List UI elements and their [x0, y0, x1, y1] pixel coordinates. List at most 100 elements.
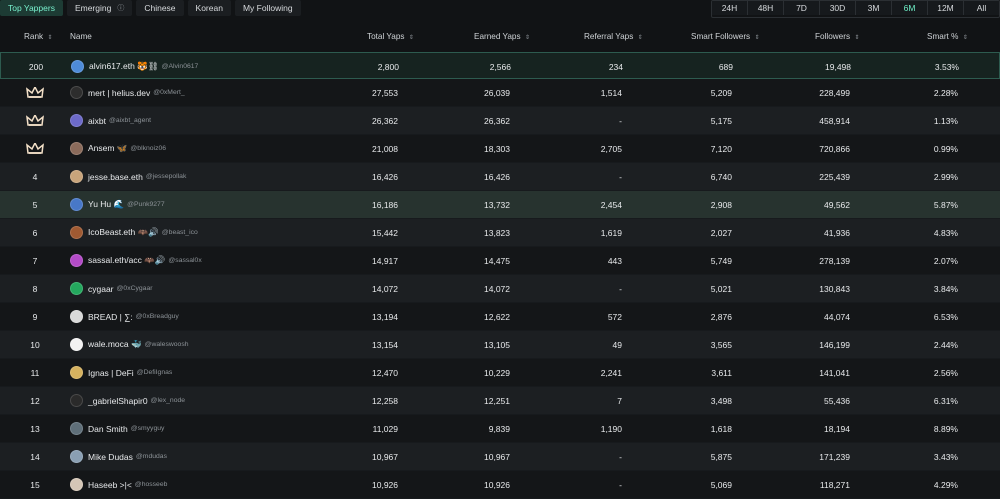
- tab-chinese[interactable]: Chinese: [136, 0, 184, 16]
- avatar[interactable]: [70, 86, 83, 99]
- period-3m[interactable]: 3M: [856, 1, 892, 15]
- display-name[interactable]: alvin617.eth 🐯⛓: [89, 61, 159, 71]
- display-name[interactable]: IcoBeast.eth 🦇🔊: [88, 227, 159, 237]
- display-name[interactable]: Ignas | DeFi: [88, 367, 134, 378]
- table-row[interactable]: 200 alvin617.eth 🐯⛓ @Alvin0617 2,800 2,566 23…: [0, 52, 1000, 79]
- display-name[interactable]: _gabrielShapir0: [88, 395, 148, 406]
- table-row[interactable]: 7 sassal.eth/acc 🦇🔊 @sassal0x 14,917 14,475 4…: [0, 247, 1000, 275]
- tab-korean[interactable]: Korean: [187, 0, 231, 16]
- tab-top-yappers[interactable]: Top Yappers: [0, 0, 63, 16]
- avatar[interactable]: [70, 254, 83, 267]
- name-cell[interactable]: alvin617.eth 🐯⛓ @Alvin0617: [71, 53, 351, 80]
- display-name[interactable]: Haseeb >|<: [88, 479, 132, 490]
- user-handle[interactable]: @beast_ico: [161, 229, 198, 236]
- table-row[interactable]: 14 Mike Dudas @mdudas 10,967 10,967 - 5,875 171…: [0, 443, 1000, 471]
- user-handle[interactable]: @blknoiz06: [130, 145, 167, 152]
- user-handle[interactable]: @0xCygaar: [116, 285, 153, 292]
- period-all[interactable]: All: [964, 1, 999, 15]
- avatar[interactable]: [70, 450, 83, 463]
- name-cell[interactable]: BREAD | ∑: @0xBreadguy: [70, 303, 350, 330]
- user-handle[interactable]: @lex_node: [150, 397, 186, 404]
- user-handle[interactable]: @Punk9277: [127, 201, 165, 208]
- avatar[interactable]: [70, 198, 83, 211]
- avatar[interactable]: [70, 226, 83, 239]
- display-name[interactable]: cygaar: [88, 283, 114, 294]
- name-cell[interactable]: aixbt @aixbt_agent: [70, 107, 350, 134]
- table-row[interactable]: 12 _gabrielShapir0 @lex_node 12,258 12,251 7 3…: [0, 387, 1000, 415]
- table-row[interactable]: 6 IcoBeast.eth 🦇🔊 @beast_ico 15,442 13,823 1,…: [0, 219, 1000, 247]
- info-icon[interactable]: ⓘ: [117, 5, 125, 12]
- user-handle[interactable]: @sassal0x: [168, 257, 202, 264]
- display-name[interactable]: Ansem 🦋: [88, 143, 128, 153]
- display-name[interactable]: jesse.base.eth: [88, 171, 143, 182]
- column-earned-yaps[interactable]: Earned Yaps ⇕: [474, 32, 530, 41]
- display-name[interactable]: sassal.eth/acc 🦇🔊: [88, 255, 166, 265]
- display-name[interactable]: BREAD | ∑:: [88, 311, 133, 322]
- name-cell[interactable]: _gabrielShapir0 @lex_node: [70, 387, 350, 414]
- avatar[interactable]: [70, 338, 83, 351]
- user-handle[interactable]: @waleswoosh: [144, 341, 189, 348]
- table-row[interactable]: 9 BREAD | ∑: @0xBreadguy 13,194 12,622 572 2,8…: [0, 303, 1000, 331]
- display-name[interactable]: Dan Smith: [88, 423, 128, 434]
- user-handle[interactable]: @0xBreadguy: [135, 313, 179, 320]
- period-7d[interactable]: 7D: [784, 1, 820, 15]
- period-6m[interactable]: 6M: [892, 1, 928, 15]
- table-row[interactable]: 13 Dan Smith @smyyguy 11,029 9,839 1,190 1,618…: [0, 415, 1000, 443]
- table-row[interactable]: aixbt @aixbt_agent 26,362 26,362 - 5,175 458,9…: [0, 107, 1000, 135]
- user-handle[interactable]: @aixbt_agent: [108, 117, 152, 124]
- avatar[interactable]: [70, 394, 83, 407]
- display-name[interactable]: Yu Hu 🌊: [88, 199, 125, 209]
- name-cell[interactable]: Mike Dudas @mdudas: [70, 443, 350, 470]
- column-smart-followers[interactable]: Smart Followers ⇕: [691, 32, 760, 41]
- column-rank[interactable]: Rank ⇕: [24, 32, 53, 41]
- name-cell[interactable]: Dan Smith @smyyguy: [70, 415, 350, 442]
- name-cell[interactable]: sassal.eth/acc 🦇🔊 @sassal0x: [70, 247, 350, 274]
- tab-my-following[interactable]: My Following: [234, 0, 301, 16]
- name-cell[interactable]: cygaar @0xCygaar: [70, 275, 350, 302]
- period-30d[interactable]: 30D: [820, 1, 856, 15]
- user-handle[interactable]: @Alvin0617: [161, 63, 199, 70]
- avatar[interactable]: [70, 310, 83, 323]
- table-row[interactable]: 11 Ignas | DeFi @DefiIgnas 12,470 10,229 2,24…: [0, 359, 1000, 387]
- name-cell[interactable]: Ignas | DeFi @DefiIgnas: [70, 359, 350, 386]
- avatar[interactable]: [70, 170, 83, 183]
- name-cell[interactable]: mert | helius.dev @0xMert_: [70, 79, 350, 106]
- display-name[interactable]: mert | helius.dev: [88, 87, 151, 98]
- period-48h[interactable]: 48H: [748, 1, 784, 15]
- column-referral-yaps[interactable]: Referral Yaps ⇕: [584, 32, 643, 41]
- user-handle[interactable]: @hosseeb: [134, 481, 168, 488]
- column-total-yaps[interactable]: Total Yaps ⇕: [367, 32, 414, 41]
- display-name[interactable]: aixbt: [88, 115, 106, 126]
- name-cell[interactable]: Haseeb >|< @hosseeb: [70, 471, 350, 498]
- tab-emerging[interactable]: Emerging ⓘ: [66, 0, 133, 16]
- name-cell[interactable]: Ansem 🦋 @blknoiz06: [70, 135, 350, 162]
- table-row[interactable]: mert | helius.dev @0xMert_ 27,553 26,039 1,5…: [0, 79, 1000, 107]
- user-handle[interactable]: @jessepollak: [145, 173, 187, 180]
- avatar[interactable]: [70, 142, 83, 155]
- name-cell[interactable]: IcoBeast.eth 🦇🔊 @beast_ico: [70, 219, 350, 246]
- display-name[interactable]: Mike Dudas: [88, 451, 133, 462]
- avatar[interactable]: [70, 422, 83, 435]
- user-handle[interactable]: @0xMert_: [153, 89, 185, 96]
- avatar[interactable]: [71, 60, 84, 73]
- name-cell[interactable]: jesse.base.eth @jessepollak: [70, 163, 350, 190]
- table-row[interactable]: Ansem 🦋 @blknoiz06 21,008 18,303 2,705 7,120 7…: [0, 135, 1000, 163]
- column-followers[interactable]: Followers ⇕: [815, 32, 860, 41]
- avatar[interactable]: [70, 366, 83, 379]
- avatar[interactable]: [70, 282, 83, 295]
- column-smart-percent[interactable]: Smart % ⇕: [927, 32, 968, 41]
- name-cell[interactable]: Yu Hu 🌊 @Punk9277: [70, 191, 350, 218]
- display-name[interactable]: wale.moca 🐳: [88, 339, 142, 349]
- table-row[interactable]: 5 Yu Hu 🌊 @Punk9277 16,186 13,732 2,454 2,908 4…: [0, 191, 1000, 219]
- table-row[interactable]: 15 Haseeb >|< @hosseeb 10,926 10,926 - 5,069 11…: [0, 471, 1000, 499]
- avatar[interactable]: [70, 114, 83, 127]
- period-12m[interactable]: 12M: [928, 1, 964, 15]
- user-handle[interactable]: @smyyguy: [130, 425, 165, 432]
- name-cell[interactable]: wale.moca 🐳 @waleswoosh: [70, 331, 350, 358]
- table-row[interactable]: 4 jesse.base.eth @jessepollak 16,426 16,426 -…: [0, 163, 1000, 191]
- table-row[interactable]: 8 cygaar @0xCygaar 14,072 14,072 - 5,021 130,84…: [0, 275, 1000, 303]
- avatar[interactable]: [70, 478, 83, 491]
- user-handle[interactable]: @DefiIgnas: [136, 369, 173, 376]
- period-24h[interactable]: 24H: [712, 1, 748, 15]
- user-handle[interactable]: @mdudas: [135, 453, 167, 460]
